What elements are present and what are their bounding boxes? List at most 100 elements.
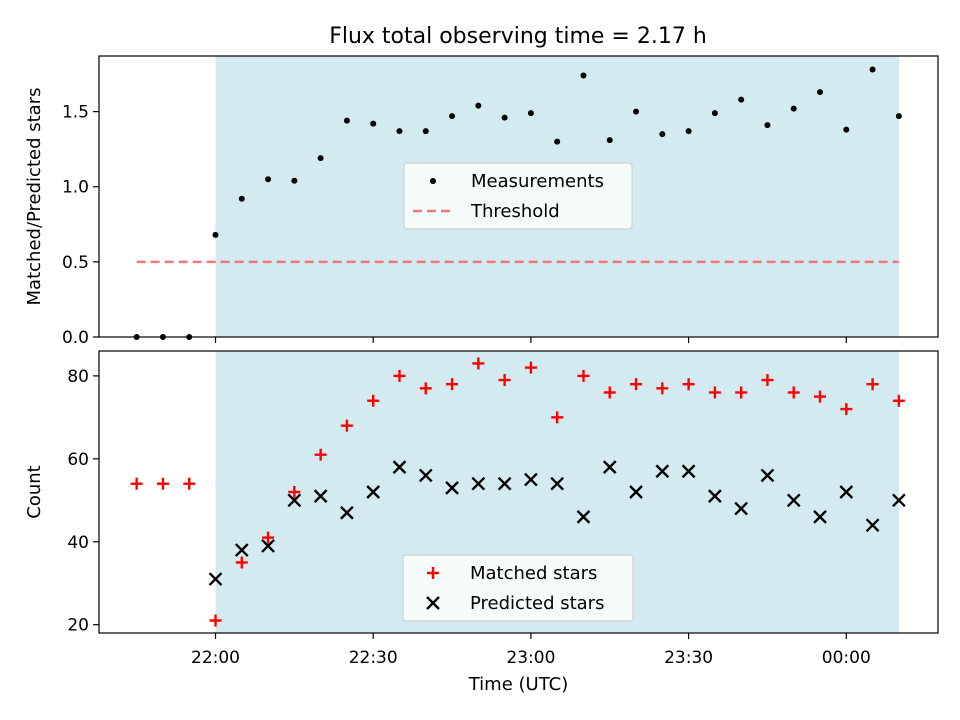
matched-point [156, 477, 169, 490]
ratio-x-ticks [214, 337, 847, 343]
measurement-point [606, 137, 613, 144]
measurement-point [343, 117, 350, 124]
x-stroke-b [340, 505, 354, 520]
x-stroke-b [865, 518, 880, 533]
matched-point [735, 386, 748, 399]
ratio-marks [133, 66, 902, 340]
x-tick-label: 23:00 [506, 648, 555, 668]
predicted-point [655, 464, 670, 479]
matched-point [340, 419, 353, 432]
x-stroke-b [366, 485, 381, 499]
matched-point [419, 382, 432, 395]
x-stroke-b [576, 510, 591, 524]
matched-point [603, 386, 616, 399]
predicted-point [418, 468, 433, 483]
predicted-point [550, 476, 565, 491]
legend-matched-swatch [427, 567, 439, 579]
x-stroke-b [734, 501, 749, 516]
matched-point [235, 556, 248, 569]
measurement-point [843, 126, 850, 133]
measurement-point [554, 138, 561, 145]
matched-point [682, 378, 695, 391]
y-tick-label: 20 [67, 616, 89, 636]
matched-point [314, 448, 327, 461]
measurement-point [370, 120, 377, 127]
count-y-ticks: 20 40 60 80 [67, 367, 99, 636]
count-panel: 20 40 60 80 22:00 22:30 23:00 23:30 00:00 Count… [24, 350, 939, 695]
ratio-panel: 0.0 0.5 1.0 1.5 Matched/Predicted stars Mea… [24, 55, 939, 348]
predicted-point [576, 510, 591, 524]
predicted-point [786, 493, 801, 508]
matched-point [630, 378, 643, 391]
matched-point [577, 369, 590, 382]
measurement-point [764, 122, 771, 129]
predicted-point [681, 464, 696, 479]
x-tick-label: 22:00 [191, 648, 240, 668]
matched-point [708, 386, 721, 399]
measurement-point [449, 113, 456, 120]
x-stroke-b [708, 489, 722, 503]
x-stroke-b [261, 539, 275, 553]
matched-point [498, 374, 511, 387]
x-stroke-b [234, 543, 249, 557]
matched-point [288, 486, 301, 498]
predicted-point [760, 468, 775, 483]
x-stroke-b [839, 485, 854, 499]
y-tick-label: 1.5 [62, 103, 89, 123]
matched-point [472, 357, 485, 370]
count-y-axis-label: Count [24, 465, 45, 518]
measurement-point [238, 195, 245, 202]
measurement-point [711, 110, 718, 117]
matched-point [367, 394, 380, 407]
predicted-point [524, 472, 538, 487]
matched-point [524, 361, 537, 374]
matched-point [892, 394, 905, 407]
matched-point [183, 477, 196, 490]
measurement-point [291, 177, 298, 184]
measurement-point [633, 108, 640, 115]
matched-point [787, 386, 800, 399]
matched-point [393, 369, 406, 382]
predicted-point [813, 510, 827, 524]
predicted-point [602, 460, 617, 474]
legend-predicted-swatch [426, 596, 440, 610]
matched-point [209, 614, 222, 627]
chart-title: Flux total observing time = 2.17 h [329, 24, 707, 49]
x-stroke-b [287, 493, 302, 508]
x-stroke-b [786, 493, 801, 508]
predicted-point [471, 476, 486, 491]
matched-point [866, 378, 879, 391]
predicted-point [313, 489, 328, 503]
matched-point [840, 403, 853, 416]
measurement-point [685, 128, 692, 135]
matched-point [130, 477, 143, 490]
measurement-point [212, 231, 219, 238]
y-tick-label: 1.0 [62, 178, 89, 198]
legend-box [402, 554, 634, 622]
matched-point [761, 374, 774, 387]
matched-point [551, 411, 564, 424]
y-tick-label: 40 [67, 533, 89, 553]
y-tick-label: 60 [67, 450, 89, 470]
predicted-point [708, 489, 722, 503]
predicted-point [497, 476, 512, 491]
ratio-y-ticks: 0.0 0.5 1.0 1.5 [62, 103, 99, 348]
x-tick-label: 22:30 [349, 648, 398, 668]
measurement-point [869, 66, 876, 73]
measurement-point [659, 131, 666, 138]
ratio-y-axis-label: Matched/Predicted stars [24, 88, 45, 306]
measurement-point [396, 128, 403, 135]
measurement-point [817, 89, 824, 96]
matched-point [446, 378, 459, 391]
measurement-point [895, 113, 902, 120]
x-stroke-b [655, 464, 670, 479]
measurement-point [422, 128, 429, 135]
measurement-point [790, 105, 797, 112]
x-stroke-b [892, 493, 906, 508]
x-stroke-b [471, 476, 486, 491]
measurement-point [317, 155, 324, 162]
matched-point [262, 531, 275, 544]
x-stroke-b [445, 481, 459, 495]
legend-label: Predicted stars [470, 593, 604, 614]
